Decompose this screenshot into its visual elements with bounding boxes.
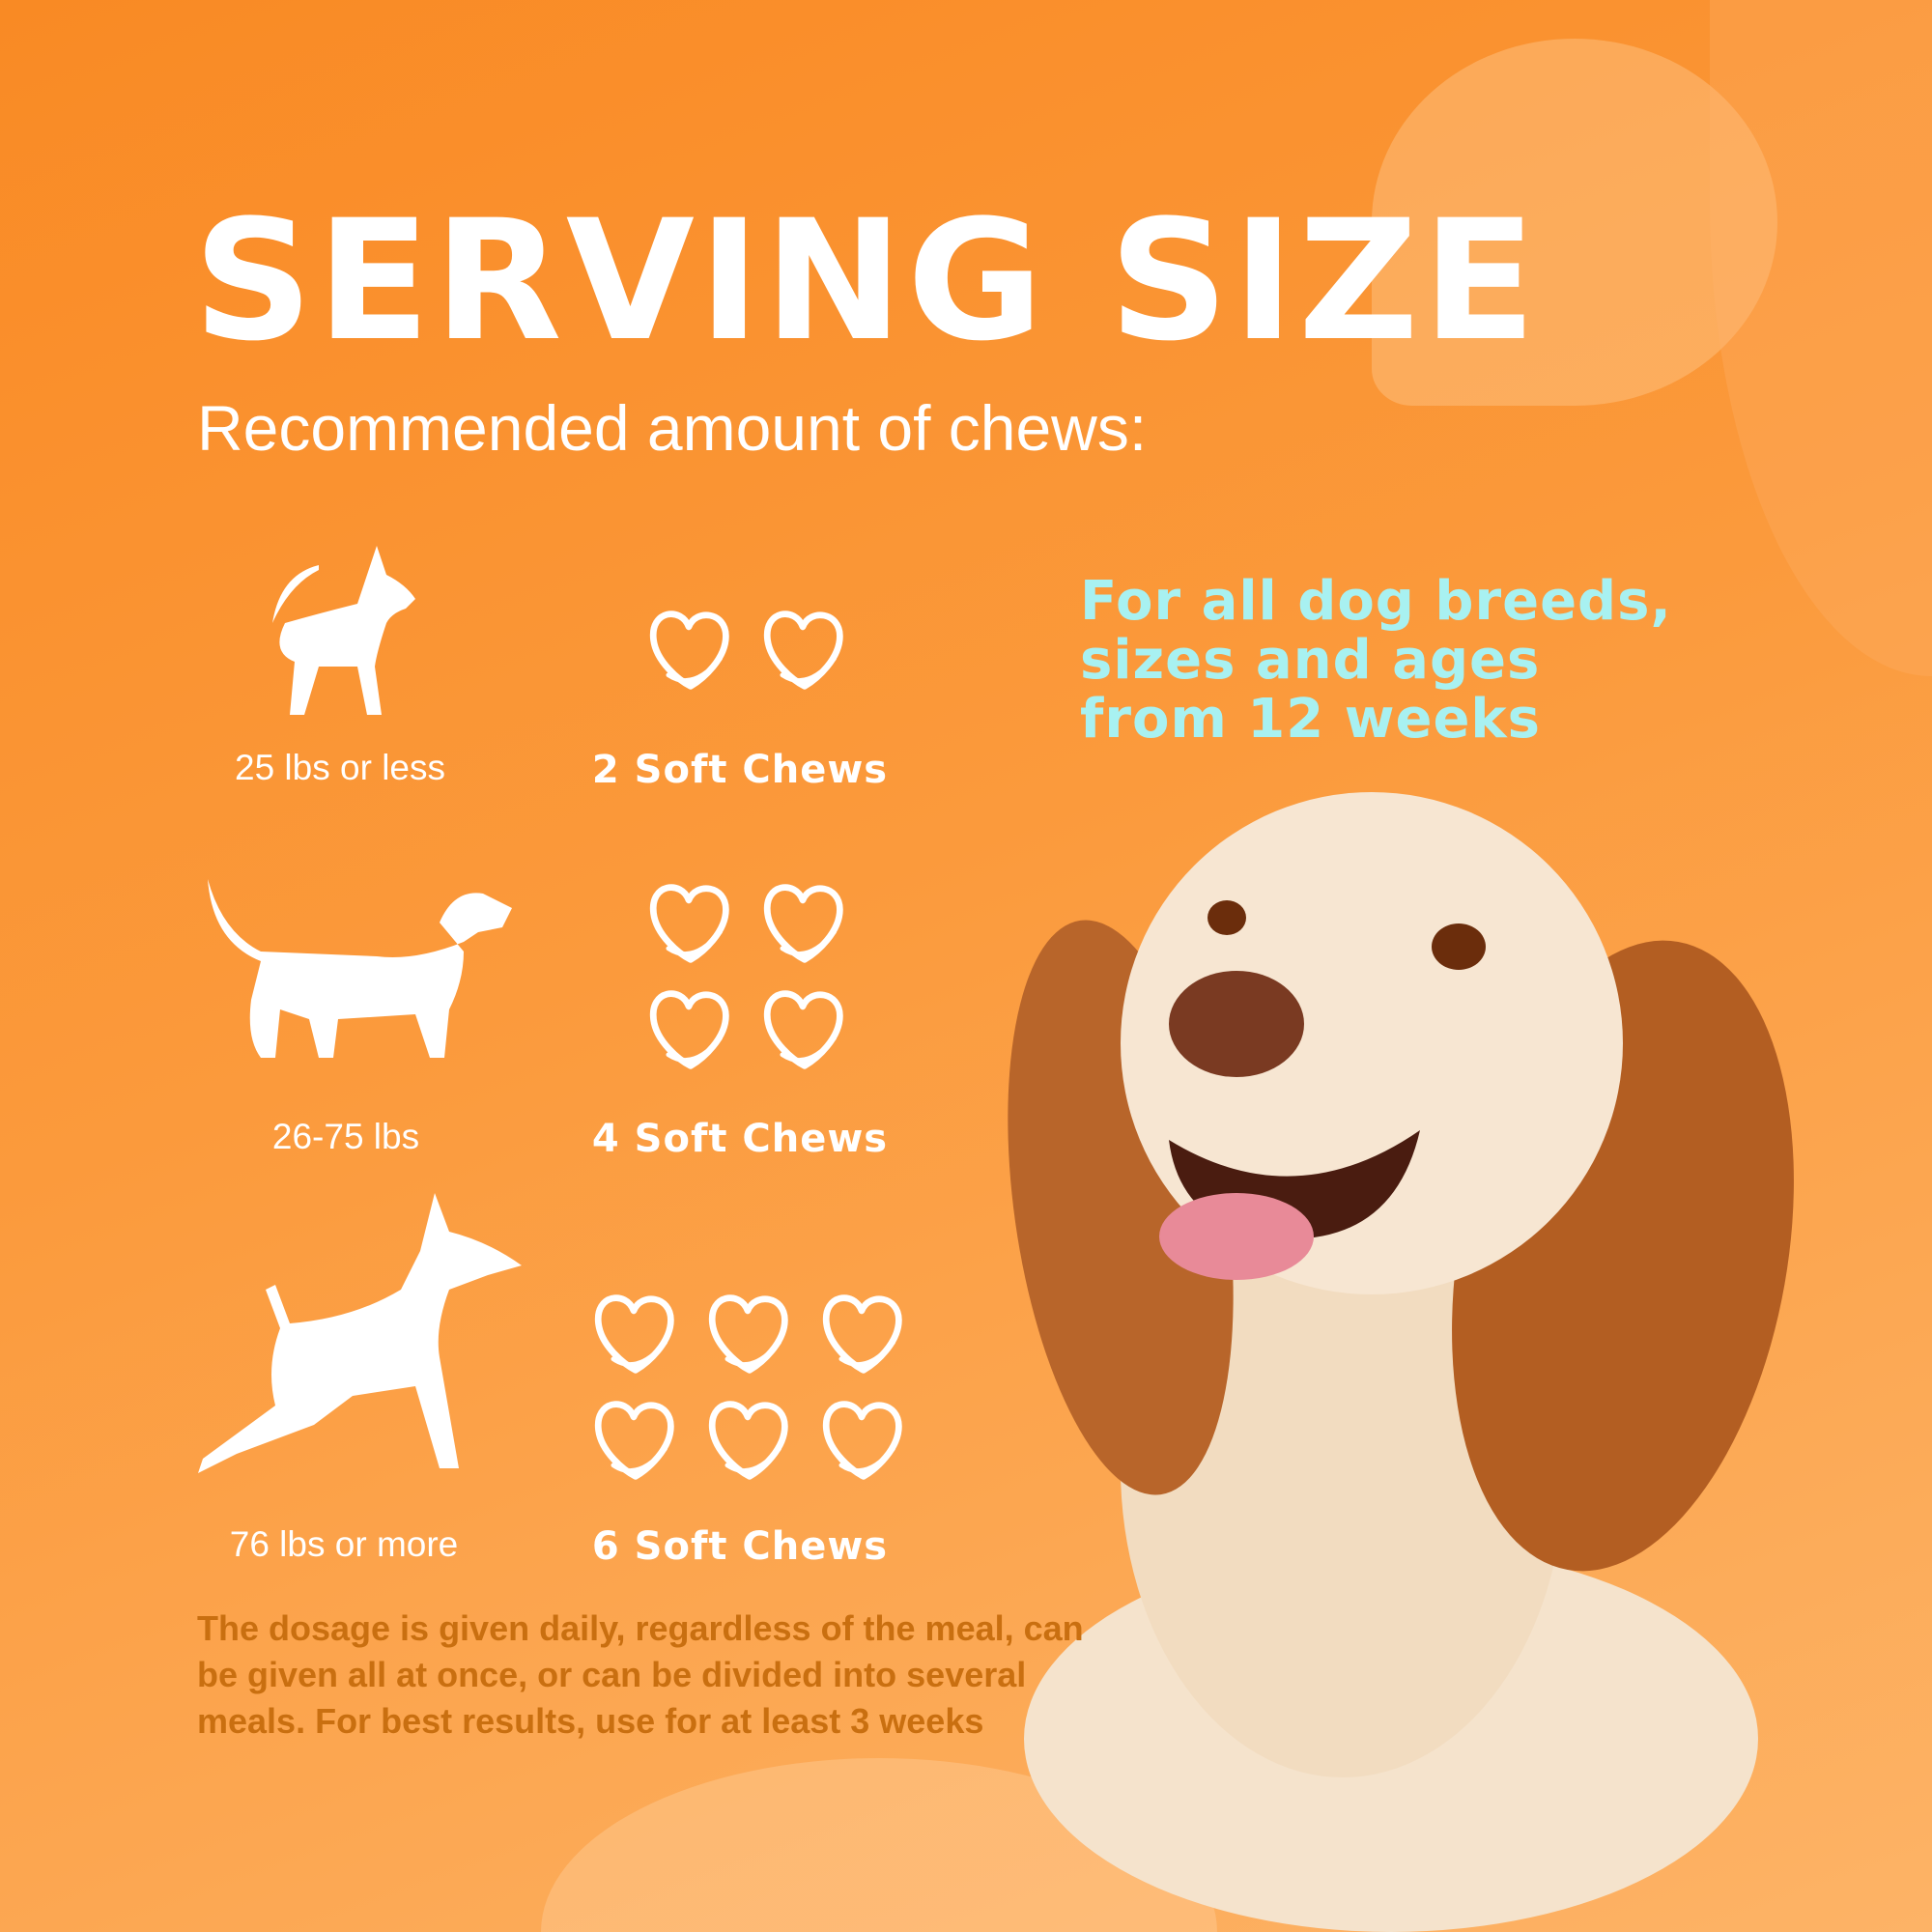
breeds-note-line: from 12 weeks	[1080, 688, 1541, 751]
subtitle: Recommended amount of chews:	[197, 392, 1148, 464]
breeds-note-line: sizes and ages	[1080, 629, 1541, 692]
dosage-note-line: be given all at once, or can be divided …	[197, 1655, 1027, 1694]
chews-label: 6 Soft Chews	[591, 1524, 889, 1569]
soft-chew-heart-icon	[709, 1294, 788, 1374]
breeds-note-line: For all dog breeds,	[1080, 570, 1672, 633]
soft-chew-heart-icon	[650, 990, 729, 1069]
soft-chew-heart-icon	[764, 884, 843, 963]
small-dog-icon	[272, 546, 415, 715]
soft-chew-heart-icon	[595, 1401, 674, 1480]
soft-chew-heart-icon	[823, 1294, 902, 1374]
chews-label: 2 Soft Chews	[591, 748, 889, 792]
chews-group	[642, 874, 849, 1073]
chews-label: 4 Soft Chews	[591, 1117, 889, 1161]
soft-chew-heart-icon	[764, 990, 843, 1069]
soft-chew-heart-icon	[823, 1401, 902, 1480]
dosage-note-line: meals. For best results, use for at leas…	[197, 1701, 984, 1741]
dosage-note: The dosage is given daily, regardless of…	[197, 1605, 1163, 1745]
background-blob	[1372, 39, 1777, 406]
weight-label: 25 lbs or less	[235, 748, 445, 787]
medium-dog-icon	[208, 879, 512, 1058]
weight-label: 26-75 lbs	[271, 1117, 420, 1156]
soft-chew-heart-icon	[595, 1294, 674, 1374]
page-title: SERVING SIZE	[193, 184, 1541, 378]
soft-chew-heart-icon	[650, 611, 729, 690]
spaniel-dog-photo	[1008, 792, 1794, 1932]
large-dog-icon	[198, 1193, 522, 1473]
background-arc	[1710, 0, 1932, 676]
chews-group	[587, 1285, 908, 1484]
soft-chew-heart-icon	[709, 1401, 788, 1480]
breeds-note: For all dog breeds, sizes and ages from …	[1080, 572, 1672, 749]
soft-chew-heart-icon	[764, 611, 843, 690]
weight-label: 76 lbs or more	[229, 1524, 459, 1564]
dosage-note-line: The dosage is given daily, regardless of…	[197, 1608, 1084, 1648]
soft-chew-heart-icon	[650, 884, 729, 963]
chews-group	[642, 601, 849, 694]
